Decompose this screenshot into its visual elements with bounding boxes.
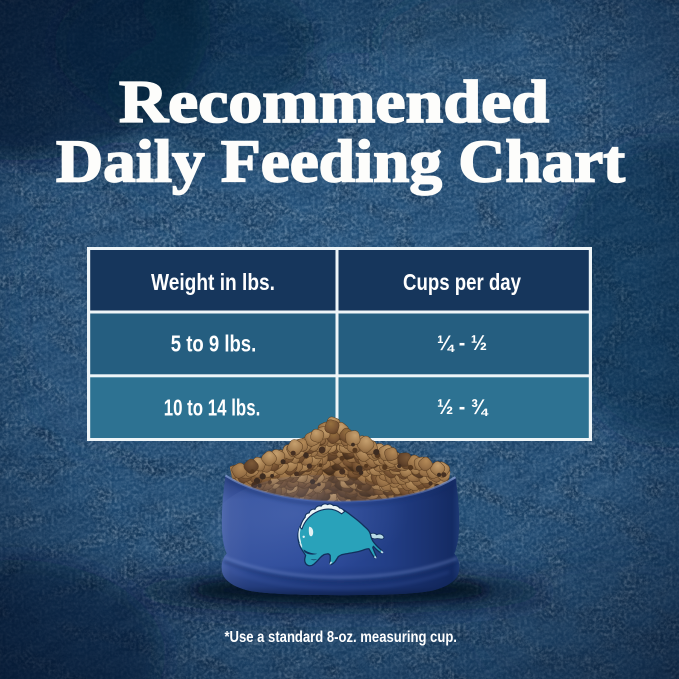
svg-text:Recommended: Recommended	[119, 69, 549, 135]
svg-text:10 to 14 lbs.: 10 to 14 lbs.	[164, 395, 261, 421]
svg-text:5 to 9 lbs.: 5 to 9 lbs.	[171, 331, 257, 357]
svg-text:½ - ¾: ½ - ¾	[437, 395, 489, 419]
svg-text:¼ - ½: ¼ - ½	[437, 331, 487, 355]
svg-text:Daily Feeding Chart: Daily Feeding Chart	[56, 129, 625, 195]
svg-text:*Use a standard 8-oz. measurin: *Use a standard 8-oz. measuring cup.	[224, 629, 457, 646]
svg-text:Cups per day: Cups per day	[403, 269, 521, 295]
svg-text:Weight in lbs.: Weight in lbs.	[151, 269, 275, 295]
